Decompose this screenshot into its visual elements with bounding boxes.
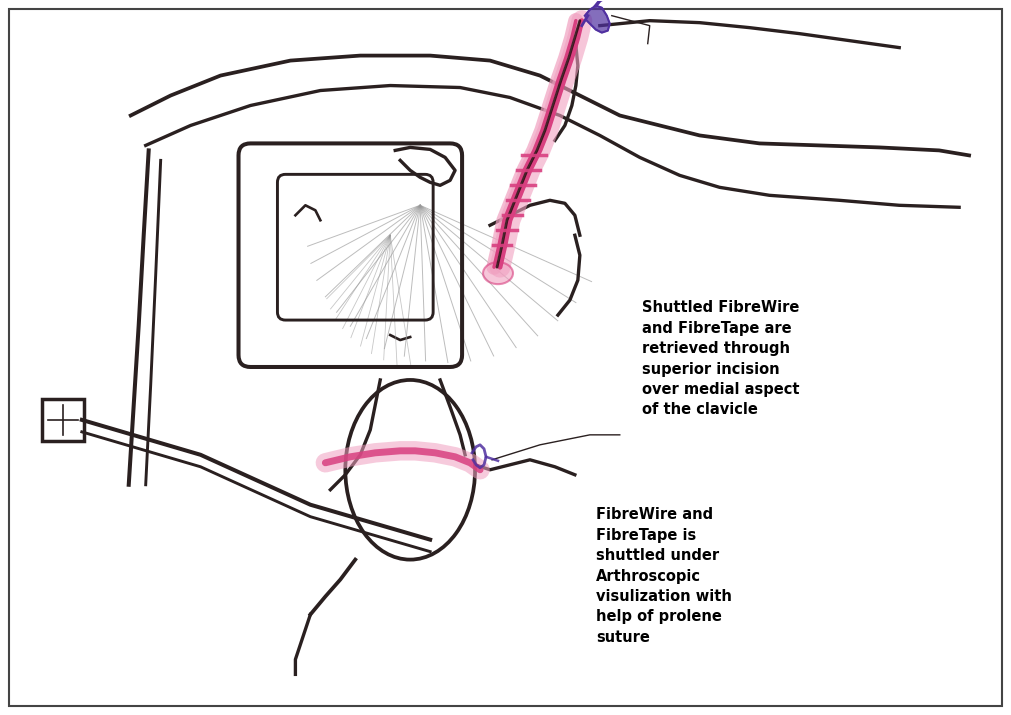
Polygon shape (584, 6, 610, 33)
Text: Shuttled FibreWire
and FibreTape are
retrieved through
superior incision
over me: Shuttled FibreWire and FibreTape are ret… (642, 300, 800, 418)
Text: FibreWire and
FibreTape is
shuttled under
Arthroscopic
visulization with
help of: FibreWire and FibreTape is shuttled unde… (596, 508, 732, 645)
Ellipse shape (483, 262, 513, 284)
